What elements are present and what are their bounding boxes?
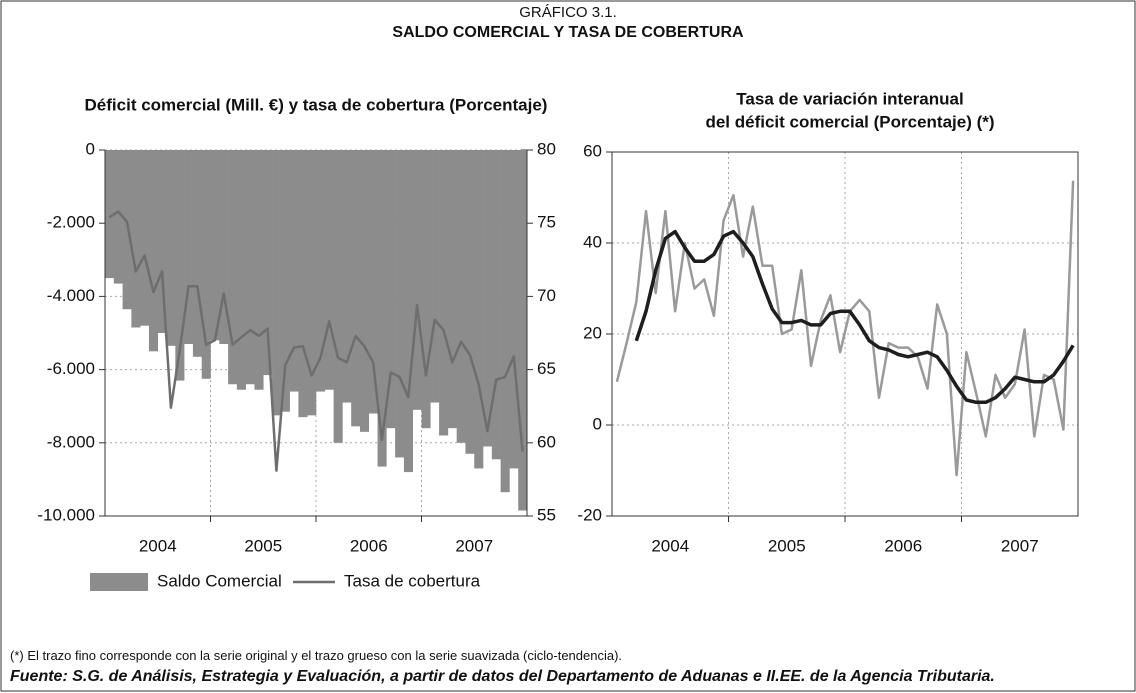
y-tick-label: -8.000	[47, 432, 95, 451]
chart-title: del déficit comercial (Porcentaje) (*)	[705, 112, 994, 131]
bar	[263, 150, 273, 376]
y-tick-label: -10.000	[37, 505, 95, 524]
y2-tick-label: 70	[537, 286, 556, 305]
y2-tick-label: 65	[537, 359, 556, 378]
bar	[483, 150, 493, 447]
bar	[439, 150, 449, 436]
bar	[201, 150, 211, 379]
x-tick-label: 2004	[651, 536, 689, 555]
bar	[412, 150, 422, 410]
x-tick-label: 2007	[455, 536, 493, 555]
legend-label: Tasa de cobertura	[344, 571, 481, 590]
y-tick-label: -4.000	[47, 286, 95, 305]
bar	[175, 150, 185, 381]
bar	[465, 150, 475, 454]
line	[615, 180, 1075, 477]
y-tick-label: 0	[593, 414, 602, 433]
bar	[395, 150, 405, 458]
bar	[131, 150, 141, 328]
bar	[509, 150, 519, 469]
bar	[157, 150, 167, 333]
x-tick-label: 2006	[884, 536, 922, 555]
bar	[192, 150, 203, 357]
y2-tick-label: 55	[537, 505, 556, 524]
x-tick-label: 2006	[350, 536, 388, 555]
y2-tick-label: 60	[537, 432, 556, 451]
bar	[430, 150, 440, 403]
legend-label: Saldo Comercial	[157, 571, 282, 590]
y-tick-label: 40	[583, 232, 602, 251]
bar	[447, 150, 457, 429]
bar	[245, 150, 255, 385]
y-tick-label: -2.000	[47, 213, 95, 232]
bar	[456, 150, 466, 443]
plot-frame	[611, 151, 1079, 517]
bar	[500, 150, 510, 493]
x-tick-label: 2007	[1001, 536, 1039, 555]
figure-title: SALDO COMERCIAL Y TASA DE COBERTURA	[392, 24, 744, 41]
bar	[236, 150, 246, 390]
bar	[219, 150, 229, 344]
bar	[359, 150, 370, 432]
bar	[333, 150, 343, 443]
y-tick-label: 20	[583, 323, 602, 342]
figure-label: GRÁFICO 3.1.	[519, 4, 617, 21]
bar	[166, 150, 176, 346]
bar	[272, 150, 282, 416]
x-tick-label: 2005	[244, 536, 282, 555]
bar	[474, 150, 484, 469]
bar	[351, 150, 361, 427]
bar	[140, 150, 150, 326]
y-tick-label: 60	[583, 141, 602, 160]
bar	[280, 150, 290, 412]
y-tick-label: -6.000	[47, 359, 95, 378]
y2-tick-label: 75	[537, 213, 556, 232]
line	[634, 229, 1075, 405]
bar	[210, 150, 220, 341]
bar	[307, 150, 317, 416]
bar	[386, 150, 396, 429]
x-tick-label: 2004	[139, 536, 177, 555]
chart-title: Tasa de variación interanual	[736, 89, 963, 108]
x-tick-label: 2005	[768, 536, 806, 555]
footnote: (*) El trazo fino corresponde con la ser…	[10, 648, 623, 663]
y-tick-label: -20	[577, 505, 602, 524]
bar	[324, 150, 334, 390]
chart-title: Déficit comercial (Mill. €) y tasa de co…	[85, 95, 548, 114]
bar	[113, 150, 123, 284]
bar	[421, 150, 431, 429]
bar	[254, 150, 264, 390]
y2-tick-label: 80	[537, 139, 556, 158]
bar	[228, 150, 238, 385]
bar	[316, 150, 326, 392]
bar	[377, 150, 387, 467]
bar	[298, 150, 308, 418]
y-tick-label: 0	[86, 139, 95, 158]
bar	[148, 150, 159, 352]
legend-swatch	[90, 573, 148, 591]
bar	[368, 150, 378, 414]
line	[108, 210, 524, 472]
bar	[342, 150, 352, 403]
bar	[403, 150, 414, 473]
bar	[105, 150, 115, 279]
bar	[518, 150, 528, 511]
bar	[289, 150, 299, 392]
bar	[491, 150, 501, 460]
source: Fuente: S.G. de Análisis, Estrategia y E…	[10, 668, 995, 685]
bar	[184, 150, 194, 344]
